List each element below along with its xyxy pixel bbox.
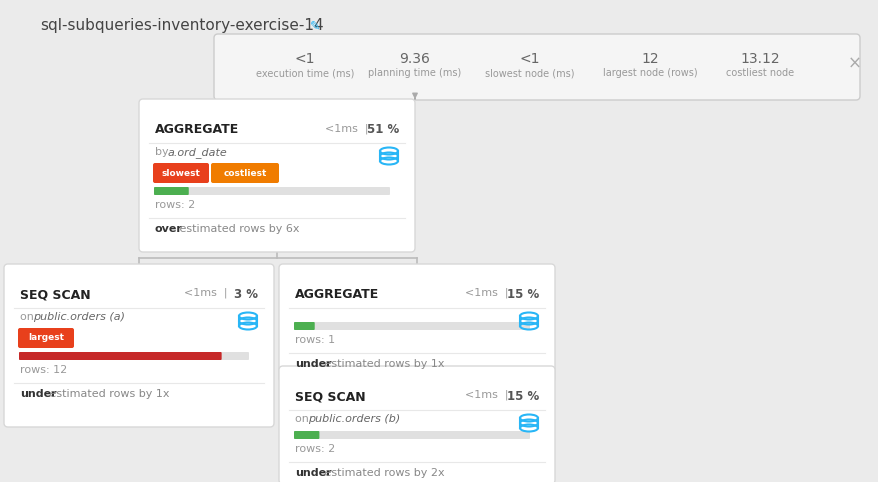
- Text: slowest node (ms): slowest node (ms): [485, 68, 574, 78]
- Text: 15 %: 15 %: [507, 288, 538, 301]
- Text: costliest: costliest: [223, 169, 266, 177]
- FancyBboxPatch shape: [19, 352, 248, 360]
- FancyBboxPatch shape: [293, 322, 529, 330]
- Text: 13.12: 13.12: [739, 52, 779, 66]
- Text: 12: 12: [640, 52, 658, 66]
- Text: on: on: [20, 312, 38, 322]
- Text: largest node (rows): largest node (rows): [602, 68, 696, 78]
- Text: 3 %: 3 %: [234, 288, 258, 301]
- Text: costliest node: costliest node: [725, 68, 793, 78]
- FancyBboxPatch shape: [153, 163, 209, 183]
- FancyBboxPatch shape: [18, 328, 74, 348]
- Text: over: over: [155, 224, 183, 234]
- Text: under: under: [295, 359, 331, 369]
- Text: ×: ×: [847, 55, 861, 73]
- FancyBboxPatch shape: [293, 322, 314, 330]
- Text: estimated rows by 6x: estimated rows by 6x: [176, 224, 299, 234]
- FancyBboxPatch shape: [211, 163, 278, 183]
- Text: a.ord_date: a.ord_date: [168, 147, 227, 158]
- Text: sql-subqueries-inventory-exercise-14: sql-subqueries-inventory-exercise-14: [40, 18, 323, 33]
- Text: estimated rows by 1x: estimated rows by 1x: [46, 389, 169, 399]
- Text: public.orders (b): public.orders (b): [307, 414, 399, 424]
- FancyBboxPatch shape: [293, 431, 529, 439]
- FancyBboxPatch shape: [4, 264, 274, 427]
- Text: rows: 1: rows: 1: [295, 335, 335, 345]
- FancyBboxPatch shape: [154, 187, 189, 195]
- Text: rows: 12: rows: 12: [20, 365, 68, 375]
- Text: <1: <1: [294, 52, 315, 66]
- Text: execution time (ms): execution time (ms): [255, 68, 354, 78]
- Text: 15 %: 15 %: [507, 390, 538, 403]
- Text: estimated rows by 2x: estimated rows by 2x: [320, 468, 444, 478]
- Text: AGGREGATE: AGGREGATE: [155, 123, 239, 136]
- FancyBboxPatch shape: [278, 264, 554, 382]
- FancyBboxPatch shape: [293, 431, 319, 439]
- Text: planning time (ms): planning time (ms): [368, 68, 461, 78]
- Text: largest: largest: [28, 334, 64, 343]
- FancyBboxPatch shape: [154, 187, 390, 195]
- Text: 9.36: 9.36: [399, 52, 430, 66]
- Text: <1ms  |: <1ms |: [465, 288, 508, 298]
- Text: public.orders (a): public.orders (a): [33, 312, 125, 322]
- Text: rows: 2: rows: 2: [155, 200, 195, 210]
- FancyBboxPatch shape: [19, 352, 221, 360]
- Text: SEQ SCAN: SEQ SCAN: [20, 288, 90, 301]
- Text: AGGREGATE: AGGREGATE: [295, 288, 378, 301]
- Text: <1: <1: [519, 52, 540, 66]
- Text: under: under: [295, 468, 331, 478]
- Text: under: under: [20, 389, 56, 399]
- Text: rows: 2: rows: 2: [295, 444, 335, 454]
- Text: slowest: slowest: [162, 169, 200, 177]
- Text: 51 %: 51 %: [366, 123, 399, 136]
- Text: <1ms  |: <1ms |: [184, 288, 227, 298]
- Text: by: by: [155, 147, 172, 157]
- FancyBboxPatch shape: [278, 366, 554, 482]
- Text: estimated rows by 1x: estimated rows by 1x: [320, 359, 444, 369]
- FancyBboxPatch shape: [139, 99, 414, 252]
- Text: <1ms  |: <1ms |: [325, 123, 369, 134]
- Text: ✎: ✎: [310, 20, 320, 33]
- Text: <1ms  |: <1ms |: [465, 390, 508, 401]
- FancyBboxPatch shape: [213, 34, 859, 100]
- Text: SEQ SCAN: SEQ SCAN: [295, 390, 365, 403]
- Text: on: on: [295, 414, 312, 424]
